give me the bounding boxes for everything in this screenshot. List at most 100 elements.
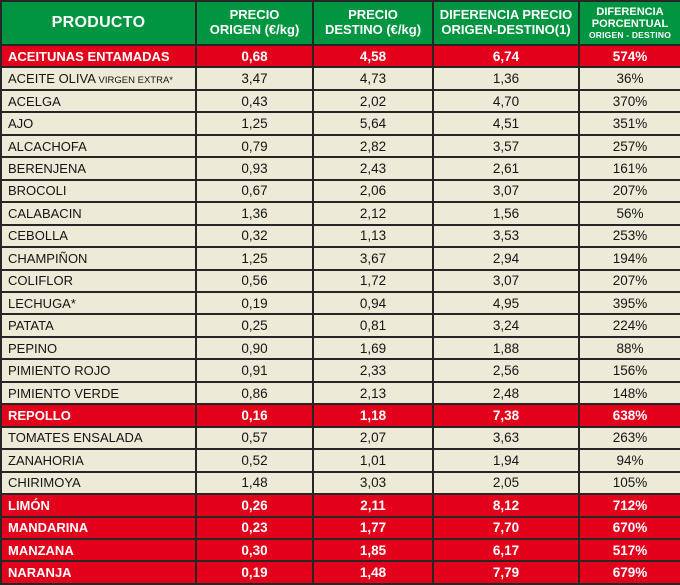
percent-value-cell: 395%	[578, 290, 680, 316]
product-name: LIMÓN	[8, 497, 50, 513]
product-name-cell: CHAMPIÑON	[0, 246, 197, 271]
product-name-cell: TOMATES ENSALADA	[0, 425, 197, 451]
table-row: PIMIENTO VERDE 0,86 2,13 2,48 148%	[0, 380, 680, 406]
product-name-cell: ACEITUNAS ENTAMADAS	[0, 43, 197, 69]
origin-value-cell: 0,67	[195, 178, 314, 204]
product-name: PEPINO	[8, 340, 58, 356]
difference-value-cell: 1,88	[432, 335, 580, 361]
column-header-label: PRECIO	[348, 7, 398, 23]
origin-value-cell: 0,23	[195, 515, 314, 540]
difference-value-cell: 3,07	[432, 268, 580, 294]
table-row: ACELGA 0,43 2,02 4,70 370%	[0, 88, 680, 114]
difference-value-cell: 2,56	[432, 358, 580, 383]
percent-value-cell: 224%	[578, 313, 680, 338]
percent-value-cell: 161%	[578, 156, 680, 181]
destination-value-cell: 2,33	[312, 358, 434, 383]
percent-value-cell: 679%	[578, 560, 680, 585]
destination-value-cell: 2,12	[312, 201, 434, 226]
product-name-suffix: VIRGEN EXTRA*	[95, 75, 173, 87]
table-row: AJO 1,25 5,64 4,51 351%	[0, 111, 680, 136]
product-name-cell: MANDARINA	[0, 515, 197, 540]
column-header-label: PORCENTUAL	[591, 17, 669, 30]
destination-value-cell: 1,77	[312, 515, 434, 540]
destination-value-cell: 5,64	[312, 111, 434, 136]
column-header-sublabel: ORIGEN - DESTINO	[588, 29, 672, 40]
difference-value-cell: 6,74	[432, 43, 580, 69]
table-header: PRODUCTO PRECIO ORIGEN (€/kg) PRECIO DESTINO…	[0, 0, 680, 46]
origin-value-cell: 1,48	[195, 470, 314, 496]
origin-value-cell: 0,16	[195, 403, 314, 428]
table-row: ZANAHORIA 0,52 1,01 1,94 94%	[0, 448, 680, 473]
product-name-cell: REPOLLO	[0, 403, 197, 428]
product-name-cell: PATATA	[0, 313, 197, 338]
destination-value-cell: 3,03	[312, 470, 434, 496]
origin-value-cell: 0,68	[195, 43, 314, 69]
product-name: BROCOLI	[8, 183, 67, 199]
product-name: ACELGA	[8, 93, 61, 109]
origin-value-cell: 1,25	[195, 111, 314, 136]
product-name-cell: PIMIENTO ROJO	[0, 358, 197, 383]
origin-value-cell: 0,91	[195, 358, 314, 383]
origin-value-cell: 0,79	[195, 133, 314, 159]
product-name: PIMIENTO ROJO	[8, 363, 111, 379]
product-name: ZANAHORIA	[8, 452, 84, 468]
product-name: MANZANA	[8, 542, 74, 558]
product-name-cell: PEPINO	[0, 335, 197, 361]
difference-value-cell: 1,94	[432, 448, 580, 473]
difference-value-cell: 7,38	[432, 403, 580, 428]
difference-value-cell: 2,05	[432, 470, 580, 496]
origin-value-cell: 0,30	[195, 537, 314, 563]
origin-value-cell: 0,26	[195, 493, 314, 518]
column-header: PRECIO DESTINO (€/kg)	[312, 0, 434, 46]
table-row: LIMÓN 0,26 2,11 8,12 712%	[0, 493, 680, 518]
difference-value-cell: 1,36	[432, 66, 580, 91]
column-header: DIFERENCIA PRECIO ORIGEN-DESTINO(1)	[432, 0, 580, 46]
product-name-cell: BROCOLI	[0, 178, 197, 204]
difference-value-cell: 4,95	[432, 290, 580, 316]
column-header-label: DIFERENCIA PRECIO	[439, 7, 573, 23]
percent-value-cell: 370%	[578, 88, 680, 114]
product-name: COLIFLOR	[8, 273, 74, 289]
origin-value-cell: 0,25	[195, 313, 314, 338]
destination-value-cell: 4,58	[312, 43, 434, 69]
destination-value-cell: 3,67	[312, 246, 434, 271]
product-name-cell: AJO	[0, 111, 197, 136]
percent-value-cell: 257%	[578, 133, 680, 159]
origin-value-cell: 0,56	[195, 268, 314, 294]
product-name: ALCACHOFA	[8, 138, 87, 154]
origin-value-cell: 0,32	[195, 223, 314, 249]
difference-value-cell: 8,12	[432, 493, 580, 518]
column-header: DIFERENCIA PORCENTUAL ORIGEN - DESTINO	[578, 0, 680, 46]
difference-value-cell: 3,24	[432, 313, 580, 338]
difference-value-cell: 7,79	[432, 560, 580, 585]
table-row: BROCOLI 0,67 2,06 3,07 207%	[0, 178, 680, 204]
origin-value-cell: 0,93	[195, 156, 314, 181]
product-name: CEBOLLA	[8, 228, 68, 244]
origin-value-cell: 0,90	[195, 335, 314, 361]
column-header-label: PRODUCTO	[51, 13, 146, 31]
table-row: TOMATES ENSALADA 0,57 2,07 3,63 263%	[0, 425, 680, 451]
destination-value-cell: 2,11	[312, 493, 434, 518]
product-name: PIMIENTO VERDE	[8, 385, 120, 401]
percent-value-cell: 263%	[578, 425, 680, 451]
percent-value-cell: 36%	[578, 66, 680, 91]
product-name-cell: ACEITE OLIVA VIRGEN EXTRA*	[0, 66, 197, 91]
product-name: MANDARINA	[8, 520, 89, 536]
destination-value-cell: 1,48	[312, 560, 434, 585]
product-name-cell: LIMÓN	[0, 493, 197, 518]
destination-value-cell: 1,72	[312, 268, 434, 294]
destination-value-cell: 2,43	[312, 156, 434, 181]
percent-value-cell: 351%	[578, 111, 680, 136]
destination-value-cell: 0,81	[312, 313, 434, 338]
column-header-label: DIFERENCIA	[596, 5, 664, 18]
product-name: REPOLLO	[8, 407, 71, 423]
destination-value-cell: 2,06	[312, 178, 434, 204]
table-row: PEPINO 0,90 1,69 1,88 88%	[0, 335, 680, 361]
table-row: ACEITE OLIVA VIRGEN EXTRA* 3,47 4,73 1,36 36…	[0, 66, 680, 91]
table-row: BERENJENA 0,93 2,43 2,61 161%	[0, 156, 680, 181]
percent-value-cell: 670%	[578, 515, 680, 540]
header-row: PRODUCTO PRECIO ORIGEN (€/kg) PRECIO DESTINO…	[0, 0, 680, 46]
origin-value-cell: 1,36	[195, 201, 314, 226]
percent-value-cell: 517%	[578, 537, 680, 563]
